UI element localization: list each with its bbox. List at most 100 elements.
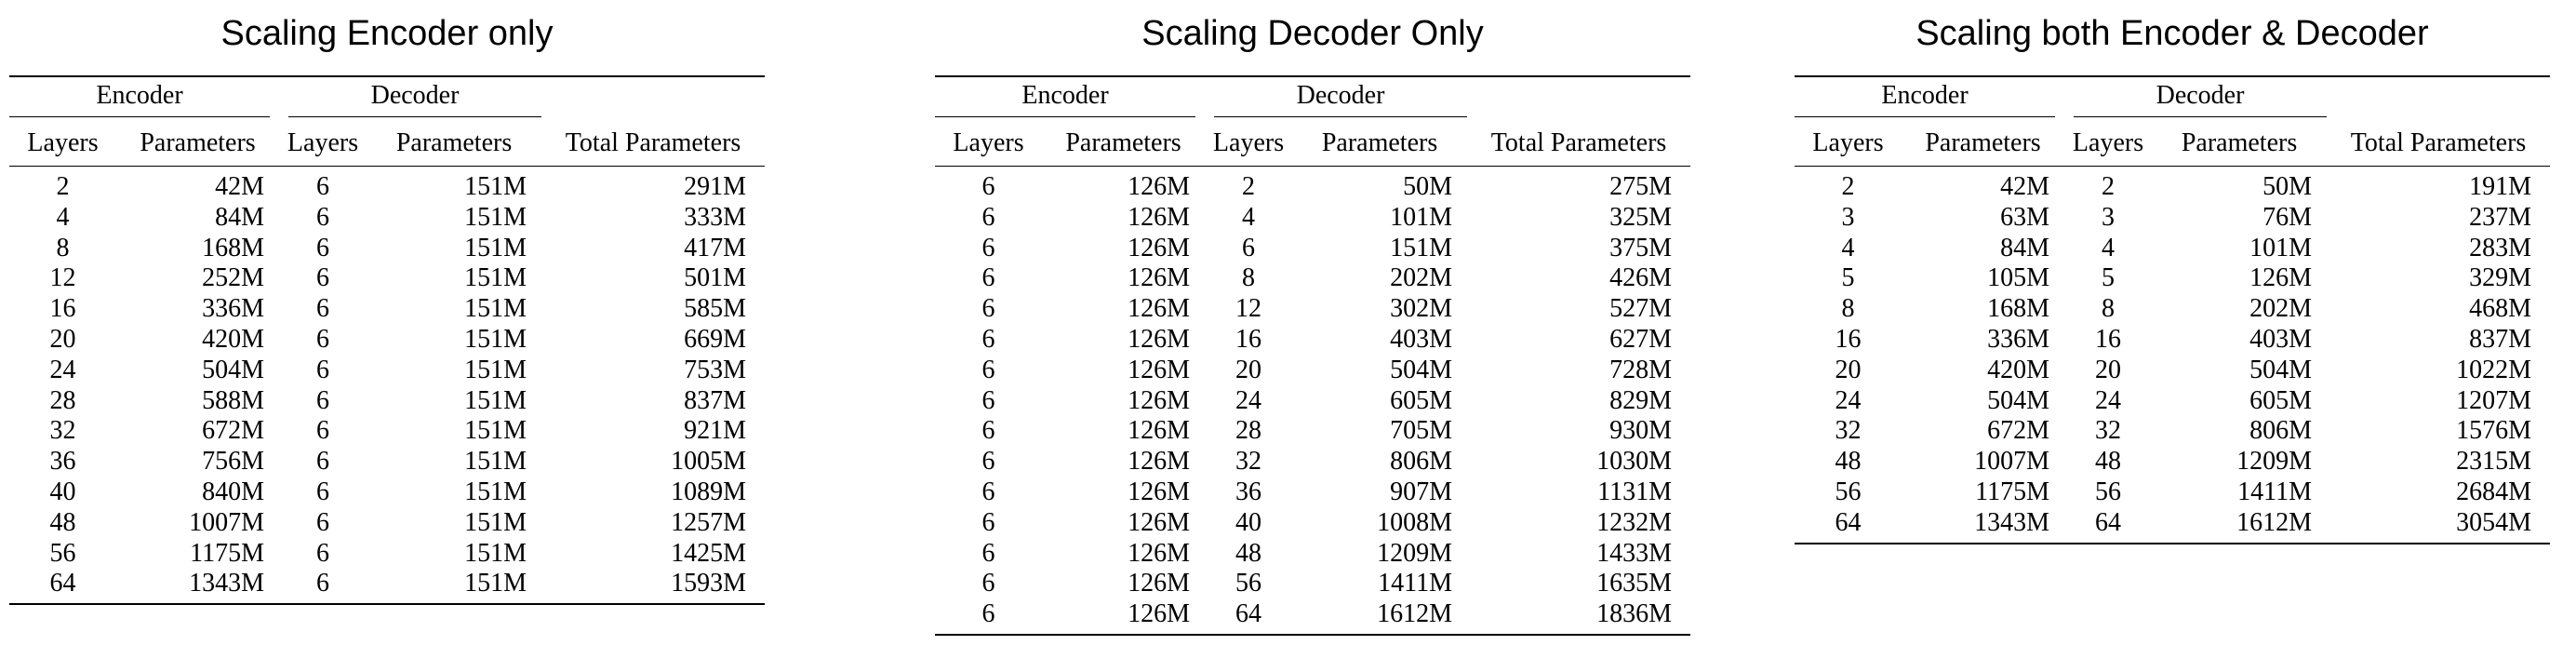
encoder-layers-cell: 6 — [981, 507, 995, 537]
column-header: Parameters — [1292, 121, 1468, 167]
table-row: 6 126M 64 1612M 1836M — [935, 599, 1691, 636]
table-row: 6 126M 6 151M 375M — [935, 234, 1690, 264]
total-parameters-cell: 426M — [1609, 263, 1673, 293]
decoder-layers-cell: 56 — [2095, 477, 2122, 506]
total-parameters-cell: 275M — [1609, 172, 1673, 201]
encoder-parameters-cell: 336M — [202, 294, 265, 324]
total-parameters-cell: 191M — [2469, 172, 2532, 201]
total-parameters-cell: 1576M — [2456, 416, 2532, 446]
table-row: 48 1007M 6 151M 1257M — [9, 508, 765, 539]
total-parameters-cell: 1232M — [1596, 507, 1673, 537]
column-header: Parameters — [2152, 121, 2328, 167]
parameter-table: Encoder Decoder Layers Parameters Layers… — [1795, 75, 2551, 544]
encoder-parameters-cell: 756M — [202, 447, 265, 477]
encoder-layers-cell: 4 — [56, 202, 70, 232]
table-title: Scaling Encoder only — [220, 14, 554, 53]
decoder-layers-cell: 48 — [2095, 447, 2122, 477]
decoder-parameters-cell: 101M — [2249, 233, 2313, 262]
encoder-layers-cell: 6 — [981, 324, 995, 354]
encoder-parameters-cell: 1007M — [1974, 447, 2050, 477]
parameter-table: Encoder Decoder Layers Parameters Layers… — [935, 75, 1691, 636]
decoder-layers-cell: 20 — [1235, 355, 1262, 384]
total-parameters-cell: 1030M — [1596, 447, 1673, 477]
encoder-layers-cell: 6 — [981, 233, 995, 262]
encoder-layers-cell: 56 — [1835, 477, 1862, 506]
table-row: 16 336M 6 151M 585M — [9, 294, 765, 325]
table-row: 24 504M 24 605M 1207M — [1795, 386, 2550, 417]
decoder-parameters-cell: 151M — [464, 172, 527, 201]
table-row: 56 1175M 56 1411M 2684M — [1795, 477, 2550, 508]
encoder-layers-cell: 6 — [981, 477, 995, 506]
table-row: 6 126M 32 806M 1030M — [935, 447, 1690, 477]
decoder-group-header: Decoder — [1205, 75, 1468, 121]
table-row: 6 126M 28 705M 930M — [935, 416, 1690, 447]
encoder-layers-cell: 6 — [981, 569, 995, 598]
encoder-layers-cell: 4 — [1841, 233, 1855, 262]
decoder-layers-cell: 32 — [1235, 447, 1262, 477]
total-parameters-cell: 1131M — [1597, 477, 1673, 506]
decoder-parameters-cell: 151M — [464, 507, 527, 537]
decoder-layers-cell: 6 — [316, 355, 330, 384]
decoder-layers-cell: 6 — [316, 477, 330, 506]
total-parameters-cell: 930M — [1609, 416, 1673, 446]
encoder-parameters-cell: 126M — [1128, 233, 1191, 262]
decoder-parameters-cell: 605M — [2249, 385, 2313, 415]
decoder-parameters-cell: 151M — [464, 202, 527, 232]
decoder-layers-cell: 24 — [1235, 385, 1262, 415]
total-parameters-cell: 1257M — [671, 507, 747, 537]
total-parameters-cell: 1425M — [671, 538, 747, 568]
column-header: Parameters — [1902, 121, 2065, 167]
decoder-layers-cell: 2 — [1242, 172, 1256, 201]
table-row: 16 336M 16 403M 837M — [1795, 325, 2550, 356]
encoder-layers-cell: 56 — [49, 538, 76, 568]
decoder-layers-cell: 2 — [2102, 172, 2116, 201]
total-parameters-cell: 921M — [684, 416, 747, 446]
decoder-parameters-cell: 605M — [1390, 385, 1453, 415]
encoder-parameters-cell: 1175M — [190, 538, 265, 568]
encoder-parameters-cell: 63M — [2000, 202, 2050, 232]
decoder-parameters-cell: 403M — [1390, 324, 1453, 354]
total-parameters-cell: 1022M — [2456, 355, 2532, 384]
decoder-parameters-cell: 101M — [1390, 202, 1453, 232]
decoder-parameters-cell: 1612M — [2152, 507, 2328, 544]
total-parameters-cell: 283M — [2469, 233, 2532, 262]
decoder-parameters-cell: 151M — [464, 538, 527, 568]
encoder-layers-cell: 6 — [981, 202, 995, 232]
decoder-parameters-cell: 151M — [464, 233, 527, 262]
table-row: 6 126M 56 1411M 1635M — [935, 569, 1690, 599]
table-row: 6 126M 24 605M 829M — [935, 386, 1690, 417]
encoder-parameters-cell: 84M — [215, 202, 265, 232]
table-row: 64 1343M 6 151M 1593M — [9, 569, 766, 606]
encoder-parameters-cell: 1007M — [189, 507, 265, 537]
encoder-parameters-cell: 126M — [1128, 538, 1191, 568]
decoder-layers-cell: 4 — [2102, 233, 2116, 262]
decoder-layers-cell: 6 — [1242, 233, 1256, 262]
table-row: 32 672M 6 151M 921M — [9, 416, 765, 447]
total-parameters-cell: 837M — [684, 385, 747, 415]
encoder-layers-cell: 6 — [981, 355, 995, 384]
table-row: 2 42M 2 50M 191M — [1795, 172, 2550, 203]
decoder-layers-cell: 40 — [1235, 507, 1262, 537]
decoder-parameters-cell: 403M — [2249, 324, 2313, 354]
decoder-layers-cell: 56 — [1235, 569, 1262, 598]
decoder-layers-cell: 16 — [1235, 324, 1262, 354]
encoder-layers-cell: 32 — [49, 416, 76, 446]
decoder-parameters-cell: 151M — [464, 324, 527, 354]
encoder-parameters-cell: 105M — [1987, 263, 2050, 293]
encoder-parameters-cell: 504M — [202, 355, 265, 384]
decoder-parameters-cell: 1411M — [2237, 477, 2313, 506]
total-parameters-cell: 325M — [1609, 202, 1673, 232]
decoder-layers-cell: 6 — [316, 538, 330, 568]
decoder-layers-cell: 6 — [316, 202, 330, 232]
total-parameters-cell: 837M — [2469, 324, 2532, 354]
decoder-layers-cell: 6 — [316, 294, 330, 324]
decoder-parameters-cell: 202M — [2249, 294, 2313, 324]
column-header: Total Parameters — [541, 121, 766, 167]
total-parameters-cell: 1433M — [1596, 538, 1673, 568]
total-parameters-cell: 3054M — [2327, 507, 2551, 544]
decoder-parameters-cell: 705M — [1390, 416, 1453, 446]
total-parameters-cell: 753M — [684, 355, 747, 384]
decoder-parameters-cell: 151M — [1390, 233, 1453, 262]
decoder-layers-cell: 64 — [2064, 507, 2153, 544]
encoder-parameters-cell: 420M — [202, 324, 265, 354]
